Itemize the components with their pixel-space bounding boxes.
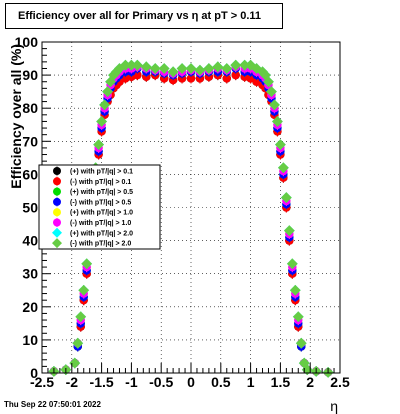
x-axis-label: η — [330, 398, 338, 414]
data-point — [176, 63, 188, 74]
legend-label: (+) with pT/|q| > 1.0 — [70, 210, 133, 217]
data-point — [126, 59, 137, 71]
x-tick-label: 1.5 — [271, 374, 291, 390]
y-tick-label: 40 — [22, 233, 38, 249]
data-point — [212, 61, 224, 73]
data-point — [102, 86, 113, 98]
legend-marker — [52, 238, 62, 249]
data-point — [78, 284, 90, 296]
legend-marker — [53, 177, 61, 186]
chart-title: Efficiency over all for Primary vs η at … — [5, 3, 283, 29]
y-tick-label: 100 — [15, 34, 39, 50]
legend-entry: (+) with pT/|q| > 0.1 — [53, 166, 133, 176]
data-point — [203, 63, 215, 74]
y-tick-label: 10 — [22, 332, 38, 348]
data-point — [114, 63, 125, 74]
data-point — [280, 192, 292, 203]
data-point — [298, 357, 310, 369]
data-point — [277, 162, 289, 174]
legend-label: (+) with pT/|q| > 0.5 — [70, 189, 133, 196]
data-point — [93, 139, 105, 151]
legend-entry: (-) with pT/|q| > 0.5 — [53, 197, 131, 207]
x-tick-label: 0.5 — [211, 374, 231, 390]
data-point — [131, 59, 143, 71]
data-point — [231, 70, 240, 80]
data-point — [185, 63, 197, 74]
data-point — [257, 66, 268, 78]
data-point — [283, 225, 295, 237]
data-point — [222, 74, 231, 83]
legend-label: (-) with pT/|q| > 2.0 — [70, 241, 131, 248]
x-tick-label: -0.5 — [149, 374, 173, 390]
data-point — [158, 63, 170, 74]
x-tick-label: -1 — [125, 374, 138, 390]
data-point — [75, 311, 87, 323]
data-point — [266, 86, 277, 98]
legend-label: (-) with pT/|q| > 0.1 — [70, 179, 131, 186]
data-point — [263, 76, 274, 88]
x-tick-label: -1.5 — [90, 374, 114, 390]
data-point — [221, 63, 233, 74]
data-point — [245, 59, 256, 71]
x-tick-label: 2 — [306, 374, 314, 390]
data-point — [295, 337, 307, 349]
data-point — [167, 66, 179, 78]
data-point — [99, 99, 110, 111]
legend-marker — [53, 208, 61, 217]
data-point — [275, 139, 286, 151]
data-point — [149, 63, 161, 74]
data-point — [72, 337, 84, 349]
y-tick-label: 60 — [22, 166, 38, 182]
legend-marker — [53, 187, 61, 196]
data-point — [194, 64, 206, 76]
legend-entry: (+) with pT/|q| > 2.0 — [52, 227, 133, 238]
legend-label: (-) with pT/|q| > 0.5 — [70, 199, 131, 206]
legend-label: (-) with pT/|q| > 1.0 — [70, 220, 131, 227]
legend-label: (+) with pT/|q| > 2.0 — [70, 230, 133, 237]
legend-marker — [53, 218, 61, 227]
data-point — [286, 258, 298, 270]
axes: -2.5 -2 -1.5 -1 -0.5 0 0.5 1 1.5 2 2.5 0 10 20 30 40 50 6… — [15, 34, 350, 390]
y-tick-label: 0 — [30, 365, 38, 381]
legend-label: (+) with pT/|q| > 0.1 — [70, 169, 133, 176]
y-tick-label: 50 — [22, 200, 38, 216]
legend-entry: (-) with pT/|q| > 1.0 — [53, 218, 131, 227]
data-point — [289, 284, 301, 296]
y-tick-label: 20 — [22, 299, 38, 315]
data-point — [140, 61, 152, 73]
legend-marker — [53, 197, 61, 206]
legend-entry: (-) with pT/|q| > 0.1 — [53, 176, 131, 186]
timestamp: Thu Sep 22 07:50:01 2022 — [4, 400, 101, 409]
y-tick-label: 90 — [22, 67, 38, 83]
data-point — [251, 63, 262, 74]
legend-entry: (-) with pT/|q| > 2.0 — [52, 238, 131, 249]
y-axis-label: Efficiency over all (%) — [8, 44, 24, 189]
legend-marker — [53, 167, 61, 175]
data-point — [120, 59, 131, 71]
data-point — [260, 69, 271, 81]
data-point — [81, 258, 93, 270]
legend: (+) with pT/|q| > 0.1 (-) with pT/|q| > 0… — [38, 164, 161, 250]
data-point — [292, 311, 304, 323]
x-tick-label: 0 — [187, 374, 195, 390]
x-tick-label: 2.5 — [330, 374, 350, 390]
legend-entry: (+) with pT/|q| > 1.0 — [53, 207, 133, 217]
legend-marker — [52, 227, 62, 238]
data-point — [239, 59, 251, 71]
y-tick-label: 70 — [22, 133, 38, 149]
data-point — [269, 99, 280, 111]
data-point — [272, 116, 283, 127]
data-point — [108, 69, 119, 81]
x-tick-label: -2 — [66, 374, 79, 390]
x-tick-label: 1 — [247, 374, 255, 390]
y-tick-label: 80 — [22, 100, 38, 116]
data-point — [230, 59, 242, 71]
legend-entry: (+) with pT/|q| > 0.5 — [53, 187, 133, 197]
data-point — [96, 116, 107, 127]
data-point — [69, 357, 81, 369]
y-tick-label: 30 — [22, 266, 38, 282]
data-point — [186, 74, 196, 83]
x-tick-label: -2.5 — [30, 374, 54, 390]
